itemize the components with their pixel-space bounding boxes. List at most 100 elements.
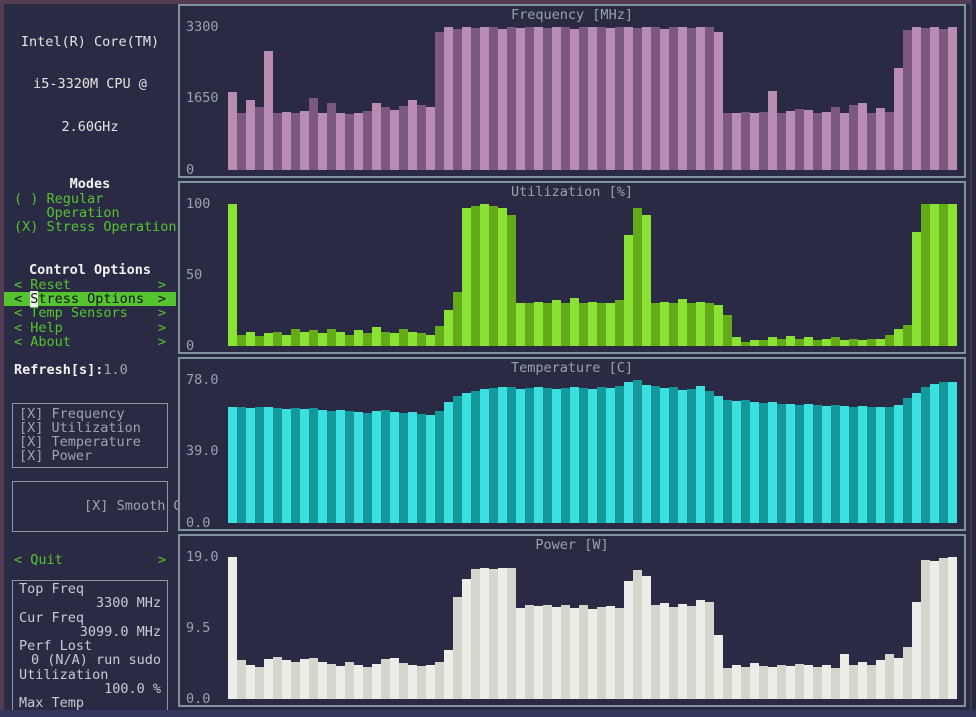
graph-panel-frequency: Frequency [MHz] 3300 1650 0 <box>178 4 966 178</box>
bar <box>840 405 849 523</box>
bar <box>498 387 507 523</box>
bar <box>453 291 462 346</box>
bar <box>723 314 732 346</box>
bar <box>867 406 876 523</box>
ytick-zero: 0 <box>186 338 195 354</box>
bar <box>471 206 480 346</box>
bar <box>651 303 660 346</box>
bar <box>435 32 444 170</box>
bar <box>876 660 885 699</box>
bar <box>309 97 318 170</box>
mode-option-stress-operation[interactable]: (X) Stress Operation <box>14 219 177 236</box>
bar <box>732 401 741 523</box>
bar <box>399 412 408 523</box>
bar <box>399 663 408 699</box>
bar <box>282 409 291 523</box>
bar <box>777 113 786 170</box>
bar <box>300 331 309 346</box>
bar <box>363 333 372 346</box>
refresh-value-field[interactable]: 1.0 <box>103 362 128 379</box>
bar <box>687 606 696 699</box>
bar <box>921 387 930 523</box>
bar <box>750 112 759 170</box>
bar <box>849 104 858 170</box>
bar <box>804 665 813 699</box>
bar <box>615 386 624 523</box>
bar <box>462 207 471 346</box>
bar <box>867 665 876 699</box>
bar <box>570 607 579 699</box>
menu-item-arrow: > <box>157 276 166 293</box>
bar <box>615 27 624 170</box>
graph-title-utilization: Utilization [%] <box>511 183 633 200</box>
bar <box>264 406 273 523</box>
bar <box>759 340 768 346</box>
bar <box>831 337 840 346</box>
toggle-smooth-graph[interactable]: [X] Smooth Graph <box>19 485 214 528</box>
menu-item-quit[interactable]: < Quit > <box>4 552 176 567</box>
bar <box>408 331 417 346</box>
bar <box>777 664 786 699</box>
bar <box>489 388 498 523</box>
menu-item-reset[interactable]: < Reset > <box>4 276 176 293</box>
bar <box>525 27 534 170</box>
bar <box>489 568 498 699</box>
bar <box>327 328 336 346</box>
bar <box>723 667 732 699</box>
bar <box>462 392 471 523</box>
mode-option-regular[interactable]: ( ) Regular <box>14 190 104 207</box>
bar <box>444 27 453 170</box>
bar <box>885 406 894 523</box>
cpu-name-line3: 2.60GHz <box>61 119 119 136</box>
bar <box>849 338 858 346</box>
bar <box>606 606 615 699</box>
menu-item-about[interactable]: < About > <box>4 335 176 350</box>
menu-item-stress-options[interactable]: < Stress Options > <box>4 291 176 308</box>
bar <box>426 664 435 699</box>
bar <box>399 105 408 170</box>
bar <box>318 113 327 170</box>
bar <box>660 301 669 346</box>
bar <box>939 558 948 699</box>
bar <box>552 606 561 699</box>
bar <box>669 606 678 699</box>
menu-item-temp-sensors[interactable]: < Temp Sensors > <box>4 306 176 321</box>
stat-value-perf-lost: 0 (N/A) run sudo <box>30 652 161 669</box>
bar <box>777 403 786 523</box>
bar <box>588 301 597 346</box>
bar <box>237 112 246 170</box>
bar <box>768 401 777 523</box>
bar <box>759 111 768 170</box>
bar <box>570 387 579 523</box>
bar <box>597 303 606 346</box>
bar <box>588 609 597 699</box>
bar <box>480 567 489 699</box>
bar <box>696 301 705 346</box>
bar <box>759 402 768 523</box>
bar <box>336 410 345 523</box>
bar <box>489 27 498 170</box>
toggle-power[interactable]: [X] Power <box>19 448 93 465</box>
bar <box>417 666 426 699</box>
toggle-utilization[interactable]: [X] Utilization <box>19 419 141 436</box>
window-right-edge <box>972 0 976 717</box>
bar <box>561 605 570 699</box>
bar <box>282 334 291 346</box>
bar <box>426 334 435 346</box>
bar <box>435 661 444 699</box>
bar <box>417 104 426 170</box>
bar <box>507 387 516 523</box>
menu-item-help[interactable]: < Help > <box>4 320 176 335</box>
bar <box>894 68 903 170</box>
bar <box>867 113 876 170</box>
bar <box>480 389 489 523</box>
mode-option-operation[interactable]: Operation <box>14 204 120 221</box>
bar <box>795 109 804 170</box>
bar <box>651 27 660 170</box>
toggle-frequency[interactable]: [X] Frequency <box>19 405 125 422</box>
bar <box>831 667 840 699</box>
bar <box>588 389 597 523</box>
ytick-zero: 0 <box>186 161 195 178</box>
ytick-max: 19.0 <box>186 548 219 565</box>
toggle-temperature[interactable]: [X] Temperature <box>19 434 141 451</box>
